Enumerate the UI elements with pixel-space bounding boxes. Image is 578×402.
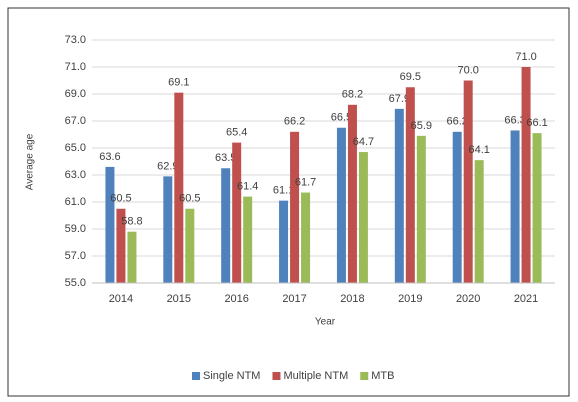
legend-label: Multiple NTM <box>283 370 348 382</box>
x-tick-label: 2021 <box>514 293 538 305</box>
y-tick-label: 71.0 <box>65 61 86 73</box>
bar <box>279 200 289 283</box>
bar <box>416 135 426 283</box>
data-label: 64.7 <box>353 136 374 148</box>
bar <box>243 196 253 283</box>
x-tick-label: 2016 <box>224 293 248 305</box>
x-tick-label: 2017 <box>282 293 306 305</box>
y-tick-label: 65.0 <box>65 142 86 154</box>
y-tick-label: 69.0 <box>65 88 86 100</box>
data-label: 58.8 <box>121 216 142 228</box>
y-tick-label: 67.0 <box>65 115 86 127</box>
x-tick-label: 2019 <box>398 293 422 305</box>
x-axis-label: Year <box>315 317 336 328</box>
data-label: 66.5 <box>331 112 352 124</box>
bar <box>336 127 346 283</box>
legend-swatch <box>192 372 200 380</box>
data-label: 65.9 <box>411 120 432 132</box>
y-tick-label: 55.0 <box>65 277 86 289</box>
data-label: 64.1 <box>468 144 489 156</box>
data-label: 62.9 <box>157 160 178 172</box>
y-tick-label: 63.0 <box>65 169 86 181</box>
bar <box>163 176 173 283</box>
y-tick-label: 73.0 <box>65 34 86 46</box>
x-tick-label: 2015 <box>167 293 191 305</box>
bar <box>232 142 242 283</box>
bar <box>405 87 415 283</box>
bar <box>116 208 126 283</box>
data-label: 66.3 <box>504 114 525 126</box>
y-tick-label: 61.0 <box>65 196 86 208</box>
data-label: 67.9 <box>389 93 410 105</box>
bar <box>105 166 115 283</box>
x-tick-label: 2014 <box>109 293 133 305</box>
bar <box>452 131 462 283</box>
data-label: 63.6 <box>99 151 120 163</box>
bar <box>290 131 300 283</box>
data-label: 66.2 <box>446 116 467 128</box>
data-label: 60.5 <box>110 193 131 205</box>
bar <box>174 92 184 284</box>
x-tick-label: 2020 <box>456 293 480 305</box>
bar <box>394 108 404 283</box>
y-tick-label: 57.0 <box>65 250 86 262</box>
bar <box>347 104 357 283</box>
x-tick-label: 2018 <box>340 293 364 305</box>
legend-swatch <box>360 372 369 380</box>
data-label: 69.5 <box>400 71 421 83</box>
y-axis-label: Average age <box>25 133 36 190</box>
y-tick-label: 59.0 <box>65 223 86 235</box>
data-label: 61.7 <box>295 176 316 188</box>
bar <box>474 160 484 283</box>
data-label: 71.0 <box>515 51 536 63</box>
data-label: 69.1 <box>168 77 189 89</box>
bar <box>221 168 231 283</box>
data-label: 60.5 <box>179 193 200 205</box>
data-label: 65.4 <box>226 127 247 139</box>
data-label: 63.5 <box>215 152 236 164</box>
data-label: 66.1 <box>526 117 547 129</box>
data-label: 66.2 <box>284 116 305 128</box>
legend-swatch <box>272 372 281 380</box>
bar <box>358 152 368 283</box>
data-label: 70.0 <box>457 64 478 76</box>
data-label: 61.1 <box>273 185 294 197</box>
bar <box>127 231 137 283</box>
data-label: 68.2 <box>342 89 363 101</box>
bar <box>532 133 542 283</box>
bar <box>463 80 473 283</box>
bar <box>301 192 311 283</box>
legend-label: MTB <box>371 370 394 382</box>
legend-label: Single NTM <box>203 370 260 382</box>
bar <box>185 208 195 283</box>
data-label: 61.4 <box>237 181 258 193</box>
bar <box>510 130 520 283</box>
bar <box>521 67 531 283</box>
